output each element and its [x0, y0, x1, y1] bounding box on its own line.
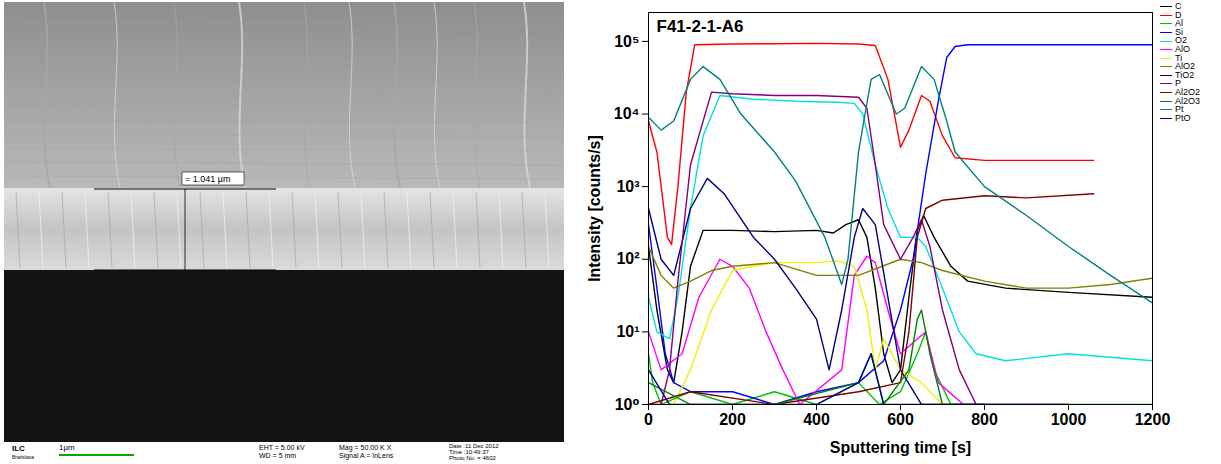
svg-text:Signal A = InLens: Signal A = InLens — [339, 452, 394, 460]
svg-text:= 1.041 µm: = 1.041 µm — [185, 174, 230, 184]
svg-text:600: 600 — [887, 411, 914, 428]
html-text:C: C — [1175, 1, 1182, 11]
svg-text:Bratislava: Bratislava — [12, 454, 34, 460]
svg-text:200: 200 — [719, 411, 746, 428]
html-text:Al: Al — [1175, 18, 1183, 29]
html-text:TiO2: TiO2 — [1175, 69, 1195, 80]
svg-text:Sputtering time [s]: Sputtering time [s] — [830, 439, 971, 456]
svg-text:10⁵: 10⁵ — [614, 33, 639, 50]
html-text:D: D — [1175, 9, 1182, 20]
svg-text:1200: 1200 — [1135, 411, 1171, 428]
html-text:Pt: Pt — [1175, 104, 1184, 115]
html-text:Si: Si — [1175, 26, 1183, 37]
svg-text:10²: 10² — [616, 250, 639, 267]
svg-text:Intensity [counts/s]: Intensity [counts/s] — [586, 135, 603, 282]
svg-text:10⁴: 10⁴ — [614, 105, 640, 122]
svg-text:10³: 10³ — [616, 178, 639, 195]
svg-text:1µm: 1µm — [59, 443, 75, 452]
svg-text:10¹: 10¹ — [616, 323, 639, 340]
svg-text:WD = 5 mm: WD = 5 mm — [259, 452, 296, 459]
html-text:Ti: Ti — [1175, 52, 1183, 63]
html-text:Al2O2: Al2O2 — [1175, 86, 1200, 97]
svg-text:F41-2-1-A6: F41-2-1-A6 — [657, 17, 744, 36]
svg-text:0: 0 — [644, 411, 653, 428]
svg-text:1000: 1000 — [1051, 411, 1087, 428]
html-text:O2: O2 — [1175, 35, 1187, 46]
svg-text:ILC: ILC — [12, 444, 25, 453]
html-text:P: P — [1175, 78, 1181, 89]
svg-text:800: 800 — [971, 411, 998, 428]
html-text:PtO: PtO — [1175, 112, 1191, 123]
html-text:Al2O3: Al2O3 — [1175, 95, 1200, 106]
svg-text:EHT = 5.00 kV: EHT = 5.00 kV — [259, 444, 305, 451]
svg-text:Date :11 Dec 2012: Date :11 Dec 2012 — [449, 443, 499, 449]
svg-text:400: 400 — [803, 411, 830, 428]
svg-text:Photo No. = 4602: Photo No. = 4602 — [449, 455, 497, 461]
svg-text:10⁰: 10⁰ — [615, 396, 640, 413]
svg-text:Mag = 50.00 K X: Mag = 50.00 K X — [339, 444, 392, 452]
svg-text:Time :10:49:37: Time :10:49:37 — [449, 449, 489, 455]
html-text:AlO2: AlO2 — [1175, 61, 1195, 72]
html-text:AlO: AlO — [1175, 44, 1190, 54]
